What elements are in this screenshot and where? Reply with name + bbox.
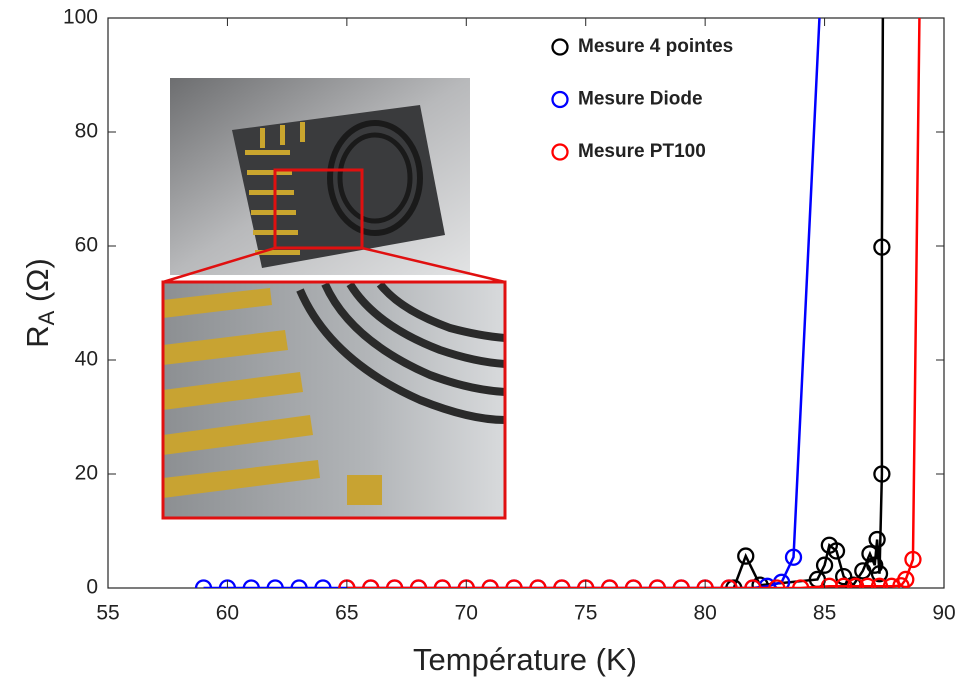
zoom-frame [161,280,507,520]
data-point [897,570,915,588]
data-point [314,579,332,588]
data-point [815,556,834,574]
data-point [870,565,889,583]
zoom-connector [361,246,506,284]
data-point [725,579,743,588]
data-point [861,545,879,563]
zoom-connector [162,246,276,284]
data-point [768,579,786,588]
data-point [870,577,889,588]
data-point [904,550,922,569]
legend: Mesure 4 pointes Mesure Diode Mesure PT100 [551,36,733,162]
series-line [732,18,885,588]
x-tick-label: 80 [693,602,716,625]
data-point [433,579,452,588]
series-line [346,18,921,588]
y-label-subscript: A [34,310,59,325]
data-point [835,577,853,588]
data-point [744,579,762,588]
data-point [194,579,213,588]
y-label-unit: (Ω) [20,258,55,310]
zoom-pads [163,288,382,505]
legend-marker [551,38,569,56]
data-point [648,579,667,588]
data-point [266,579,284,588]
x-tick-label: 75 [574,602,597,625]
data-point [600,579,619,588]
legend-label: Mesure Diode [578,89,703,110]
data-point [737,547,755,565]
inset-photo [161,78,507,520]
coil [327,120,423,236]
y-tick-label: 80 [75,120,98,143]
x-tick-label: 70 [455,602,478,625]
x-tick-label: 65 [335,602,358,625]
y-tick-label: 0 [86,576,98,599]
y-tick-label: 40 [75,348,98,371]
y-axis-label: RA (Ω) [20,258,59,348]
data-point [827,542,846,560]
legend-marker [551,143,569,161]
data-point [242,579,260,588]
data-point [882,577,901,588]
data-point [385,579,404,588]
y-tick-label: 20 [75,462,98,485]
x-tick-label: 85 [813,602,836,625]
data-point [409,579,428,588]
y-label-main: R [20,325,55,347]
legend-label: Mesure PT100 [578,141,706,162]
data-point [792,579,810,588]
data-point [553,579,571,588]
data-point [720,579,738,588]
legend-marker [551,90,569,109]
x-tick-label: 60 [216,602,239,625]
y-tick-label: 60 [75,234,98,257]
data-point [362,579,380,588]
data-point [873,465,891,483]
data-point [784,548,803,566]
data-point [858,577,877,588]
x-tick-label: 55 [96,602,119,625]
data-point [481,579,499,588]
data-point [772,573,791,588]
zoom-coil [296,281,506,424]
coil [337,132,413,224]
data-point [873,238,891,256]
data-point [529,579,547,588]
x-tick-label: 90 [932,602,955,625]
y-tick-label: 100 [63,6,98,29]
data-point [835,567,853,586]
data-point [624,579,643,588]
data-point [672,579,690,588]
x-axis-label: Température (K) [413,642,637,677]
zoom-region [273,168,364,250]
data-point [868,530,886,549]
data-point [290,579,308,588]
data-point [846,577,865,588]
data-point [866,556,884,574]
legend-label: Mesure 4 pointes [578,36,733,57]
data-point [505,579,523,588]
